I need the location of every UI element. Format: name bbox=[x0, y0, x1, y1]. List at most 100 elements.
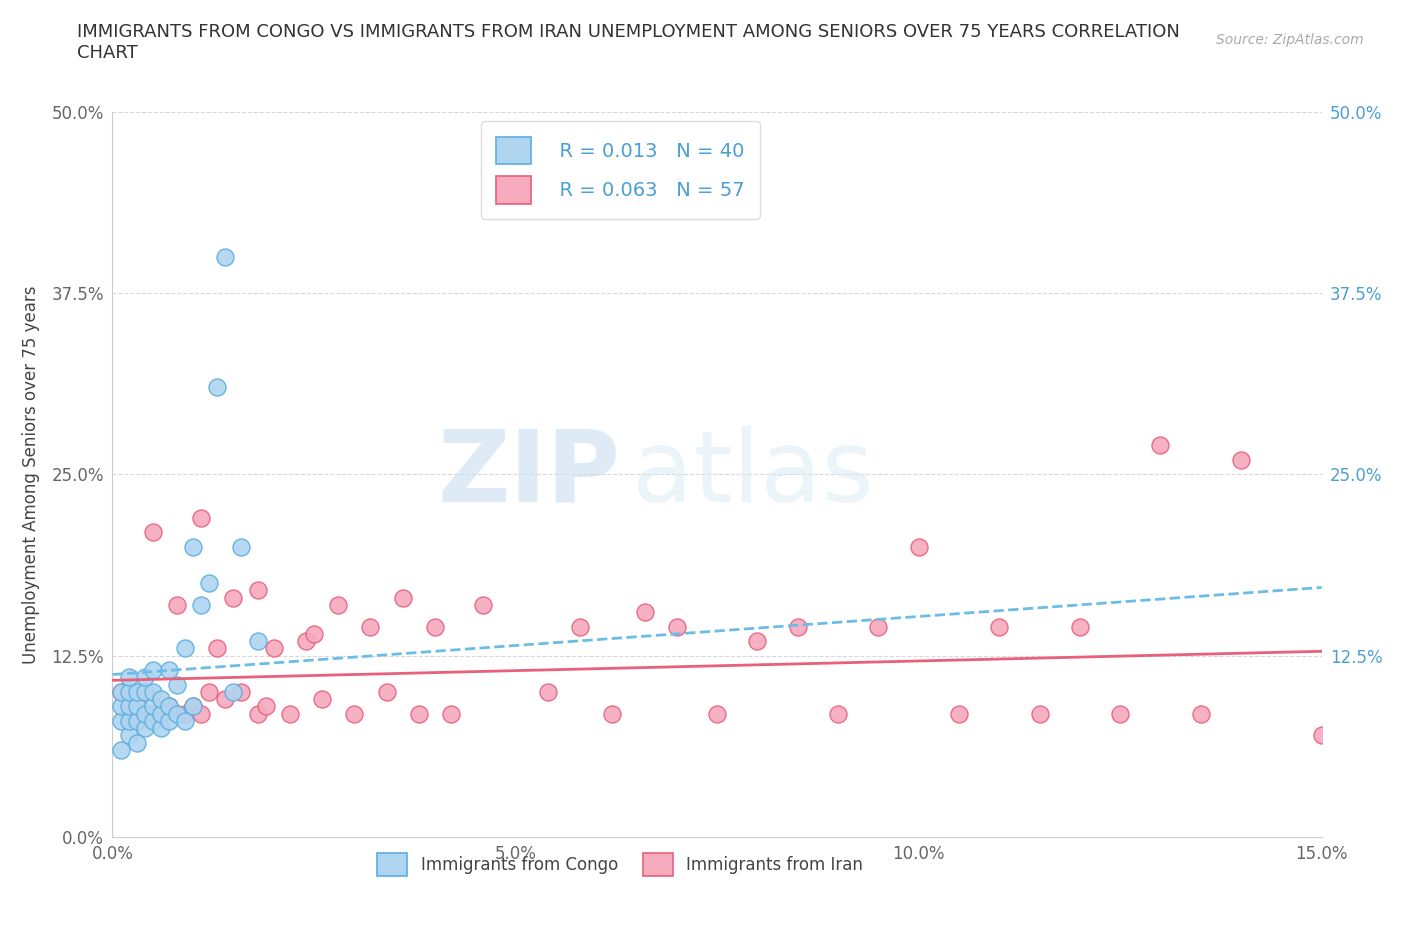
Point bbox=[149, 721, 172, 736]
Point bbox=[328, 597, 350, 612]
Text: IMMIGRANTS FROM CONGO VS IMMIGRANTS FROM IRAN UNEMPLOYMENT AMONG SENIORS OVER 75: IMMIGRANTS FROM CONGO VS IMMIGRANTS FROM… bbox=[77, 23, 1180, 62]
Point bbox=[988, 619, 1011, 634]
Point bbox=[1189, 706, 1212, 721]
Point bbox=[157, 699, 180, 714]
Point bbox=[207, 641, 229, 656]
Point bbox=[246, 583, 269, 598]
Point bbox=[423, 619, 446, 634]
Point bbox=[117, 728, 139, 743]
Point bbox=[948, 706, 970, 721]
Point bbox=[278, 706, 301, 721]
Point bbox=[117, 699, 139, 714]
Point bbox=[665, 619, 688, 634]
Point bbox=[747, 633, 769, 648]
Point bbox=[134, 706, 156, 721]
Point bbox=[343, 706, 366, 721]
Y-axis label: Unemployment Among Seniors over 75 years: Unemployment Among Seniors over 75 years bbox=[22, 286, 41, 663]
Point bbox=[505, 192, 527, 206]
Point bbox=[295, 633, 318, 648]
Text: Source: ZipAtlas.com: Source: ZipAtlas.com bbox=[1216, 33, 1364, 46]
Point bbox=[134, 721, 156, 736]
Point bbox=[125, 736, 148, 751]
Point bbox=[166, 706, 188, 721]
Point bbox=[110, 742, 132, 757]
Point bbox=[190, 706, 212, 721]
Text: ZIP: ZIP bbox=[437, 426, 620, 523]
Point bbox=[827, 706, 849, 721]
Text: atlas: atlas bbox=[633, 426, 875, 523]
Point bbox=[786, 619, 808, 634]
Point bbox=[222, 684, 245, 699]
Point bbox=[142, 525, 165, 539]
Point bbox=[1109, 706, 1132, 721]
Point bbox=[231, 539, 253, 554]
Point bbox=[440, 706, 463, 721]
Point bbox=[117, 670, 139, 684]
Point bbox=[117, 706, 139, 721]
Point bbox=[149, 706, 172, 721]
Point bbox=[408, 706, 430, 721]
Point bbox=[110, 684, 132, 699]
Point bbox=[706, 706, 728, 721]
Point bbox=[246, 706, 269, 721]
Point bbox=[134, 684, 156, 699]
Point bbox=[214, 692, 236, 707]
Point bbox=[1310, 728, 1333, 743]
Point bbox=[537, 684, 560, 699]
Point bbox=[174, 713, 197, 728]
Point bbox=[375, 684, 398, 699]
Point bbox=[110, 684, 132, 699]
Legend: Immigrants from Congo, Immigrants from Iran: Immigrants from Congo, Immigrants from I… bbox=[371, 846, 870, 884]
Point bbox=[868, 619, 890, 634]
Point bbox=[907, 539, 929, 554]
Point bbox=[157, 699, 180, 714]
Point bbox=[174, 641, 197, 656]
Point bbox=[125, 684, 148, 699]
Point bbox=[142, 713, 165, 728]
Point bbox=[125, 713, 148, 728]
Point bbox=[207, 379, 229, 394]
Point bbox=[157, 713, 180, 728]
Point bbox=[134, 684, 156, 699]
Point bbox=[1028, 706, 1050, 721]
Point bbox=[263, 641, 285, 656]
Point bbox=[1149, 438, 1171, 453]
Point bbox=[231, 684, 253, 699]
Point bbox=[166, 677, 188, 692]
Point bbox=[174, 706, 197, 721]
Point bbox=[302, 627, 325, 642]
Point bbox=[472, 597, 495, 612]
Point bbox=[214, 249, 236, 264]
Point bbox=[149, 706, 172, 721]
Point bbox=[222, 591, 245, 605]
Point bbox=[633, 604, 655, 619]
Point bbox=[142, 684, 165, 699]
Point bbox=[157, 663, 180, 678]
Point bbox=[110, 713, 132, 728]
Point bbox=[125, 699, 148, 714]
Point bbox=[246, 633, 269, 648]
Point bbox=[142, 706, 165, 721]
Point bbox=[1230, 452, 1253, 467]
Point bbox=[391, 591, 413, 605]
Point bbox=[166, 706, 188, 721]
Point bbox=[311, 692, 333, 707]
Point bbox=[149, 692, 172, 707]
Point bbox=[254, 699, 277, 714]
Point bbox=[142, 663, 165, 678]
Point bbox=[181, 699, 204, 714]
Point bbox=[569, 619, 592, 634]
Point bbox=[198, 684, 221, 699]
Point bbox=[190, 597, 212, 612]
Point bbox=[117, 684, 139, 699]
Point bbox=[142, 699, 165, 714]
Point bbox=[117, 713, 139, 728]
Point bbox=[1069, 619, 1091, 634]
Point bbox=[190, 511, 212, 525]
Point bbox=[166, 597, 188, 612]
Point bbox=[110, 699, 132, 714]
Point bbox=[600, 706, 623, 721]
Point bbox=[181, 539, 204, 554]
Point bbox=[134, 670, 156, 684]
Point bbox=[198, 576, 221, 591]
